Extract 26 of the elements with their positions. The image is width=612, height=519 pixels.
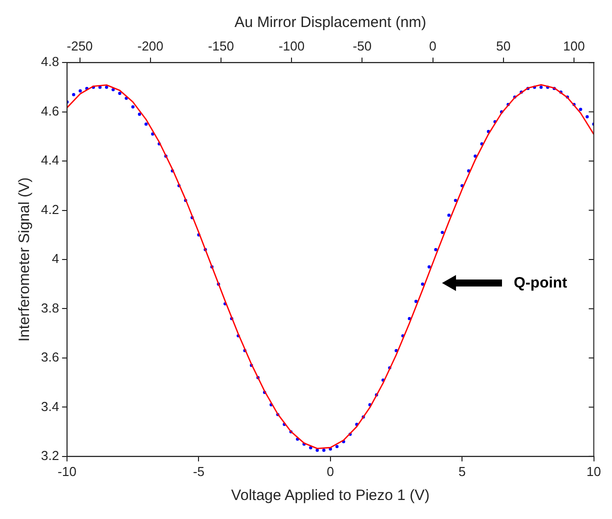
y-axis-title: Interferometer Signal (V)	[16, 177, 34, 342]
x2-axis-title: Au Mirror Displacement (nm)	[234, 14, 426, 32]
y-tick-label: 4	[52, 251, 60, 266]
x2-tick-label: -250	[66, 38, 93, 54]
y-tick-label: 3.2	[40, 448, 60, 463]
y-tick-label: 3.4	[40, 398, 60, 414]
x2-tick-label: -50	[352, 38, 372, 54]
x-tick-label: 5	[458, 464, 466, 479]
x-tick-label: -5	[192, 464, 205, 479]
y-tick-label: 4.2	[40, 202, 60, 217]
y-tick-label: 4.8	[40, 54, 60, 70]
x-tick-label: 0	[326, 464, 334, 479]
x2-tick-label: 100	[563, 38, 585, 54]
annotation: Q-point	[514, 274, 568, 292]
y-tick-label: 3.6	[40, 350, 60, 365]
x2-tick-label: -100	[278, 38, 305, 54]
y-tick-label: 4.6	[40, 103, 60, 118]
y-tick-label: 4.4	[40, 152, 60, 168]
x-tick-label: 10	[586, 464, 602, 479]
x2-tick-label: -150	[208, 38, 234, 54]
x2-tick-label: 50	[496, 38, 511, 54]
x-tick-label: -10	[58, 464, 76, 479]
y-tick-label: 3.8	[40, 300, 60, 316]
x2-tick-label: 0	[429, 38, 436, 54]
x2-tick-label: -200	[137, 38, 164, 54]
x-axis-title: Voltage Applied to Piezo 1 (V)	[231, 487, 430, 504]
